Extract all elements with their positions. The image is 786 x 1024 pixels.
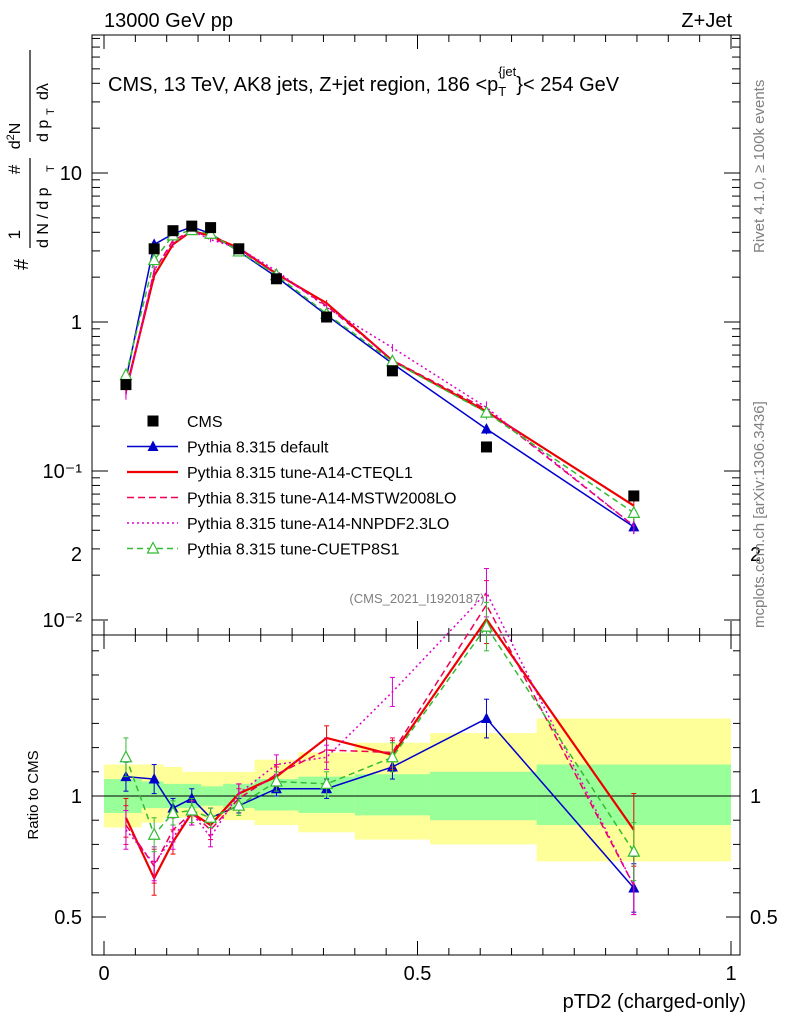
ratio-y-tick-label-right: 1 (750, 786, 761, 808)
x-tick-label: 0 (98, 963, 109, 985)
ratio-y-tick-label: 1 (71, 786, 82, 808)
main-y-tick-label: 10⁻² (43, 610, 83, 632)
plot-title-sup: {jet (498, 64, 516, 79)
ratio-line-series-3 (125, 591, 635, 886)
ratio-y-tick-label-right: 0.5 (750, 907, 778, 929)
ratio-marker-series-0 (148, 773, 160, 784)
ratio-y-axis-label: Ratio to CMS (25, 750, 42, 839)
cms-data-point (628, 490, 640, 502)
main-marker-series-4 (479, 405, 493, 418)
ratio-y-tick-label: 0.5 (54, 907, 82, 929)
legend-swatch-marker (146, 541, 160, 554)
ratio-y-tick-label: 2 (71, 544, 82, 566)
ratio-marker-series-4 (204, 810, 218, 823)
svg-text:# 1 # d2N: # 1 # d2N (3, 123, 33, 270)
svg-text:d p: d p (35, 120, 52, 142)
cms-data-point (321, 311, 333, 323)
cms-data-point (270, 273, 282, 285)
cms-data-point (480, 441, 492, 453)
ratio-marker-series-4 (320, 776, 334, 790)
cms-data-point (205, 222, 217, 234)
legend-swatch-cms (147, 415, 159, 427)
plot-title-pre: CMS, 13 TeV, AK8 jets, Z+jet region, 186… (108, 74, 498, 96)
ratio-marker-series-0 (186, 792, 198, 803)
cms-data-point (148, 243, 160, 255)
main-y-tick-label: 1 (71, 312, 82, 334)
mcplots-label: mcplots.cern.ch [arXiv:1306.3436] (751, 401, 768, 628)
x-tick-label: 0.5 (404, 963, 432, 985)
legend-label: Pythia 8.315 tune-A14-NNPDF2.3LO (187, 516, 449, 533)
cms-data-point (120, 379, 132, 391)
cms-data-point (167, 225, 179, 237)
main-marker-series-4 (147, 252, 161, 266)
header-right: Z+Jet (681, 10, 732, 32)
main-y-tick-label: 10 (60, 163, 82, 185)
legend-swatch-marker (147, 440, 159, 451)
ratio-line-series-2 (125, 603, 635, 886)
x-axis-label: pTD2 (charged-only) (563, 991, 746, 1013)
ratio-marker-series-4 (232, 798, 246, 811)
cms-data-point (186, 220, 198, 232)
legend-label: Pythia 8.315 tune-A14-CTEQL1 (187, 465, 413, 482)
ratio-marker-series-4 (269, 774, 283, 787)
ratio-plot-frame (91, 634, 741, 956)
main-y-axis-label: # 1 # d2N d N / d p T d p T dλ (3, 50, 57, 270)
legend-label: Pythia 8.315 tune-CUETP8S1 (187, 542, 400, 559)
ratio-marker-series-4 (147, 827, 161, 840)
cms-data-point (386, 365, 398, 377)
main-y-tick-label: 10⁻¹ (43, 461, 83, 483)
svg-text:dλ: dλ (35, 83, 52, 100)
ratio-marker-series-4 (385, 749, 399, 763)
ratio-marker-series-0 (480, 712, 492, 724)
plot-title-sub: T (498, 84, 506, 99)
legend-label-cms: CMS (187, 414, 223, 431)
svg-text:T: T (45, 108, 57, 115)
ratio-marker-series-4 (627, 844, 641, 857)
ratio-y-tick-label-right: 2 (750, 544, 761, 566)
legend: CMS Pythia 8.315 default Pythia 8.315 tune… (127, 414, 456, 559)
rivet-label: Rivet 4.1.0, ≥ 100k events (751, 80, 768, 253)
main-marker-series-0 (480, 422, 492, 434)
ratio-marker-series-4 (479, 619, 493, 632)
svg-text:T: T (45, 165, 57, 172)
ratio-uncertainty-bands (104, 718, 731, 862)
ratio-marker-series-4 (166, 805, 180, 819)
legend-label: Pythia 8.315 tune-A14-MSTW2008LO (187, 491, 456, 508)
main-series (119, 220, 641, 535)
ratio-marker-series-4 (119, 749, 133, 763)
ratio-marker-series-4 (185, 803, 199, 816)
cms-data-point (233, 243, 245, 255)
svg-text:d N / d p: d N / d p (35, 187, 52, 248)
legend-label: Pythia 8.315 default (187, 440, 329, 457)
axes: 0 0.5 1 10⁻² 10⁻¹ 1 10 0.5 0.5 1 1 2 2 (43, 35, 778, 985)
band-inner (141, 781, 164, 809)
x-tick-label: 1 (725, 963, 736, 985)
main-marker-series-4 (627, 505, 641, 518)
band-inner (354, 774, 431, 816)
header-left: 13000 GeV pp (104, 10, 233, 32)
ratio-series (119, 568, 641, 916)
plot-title-post: }< 254 GeV (516, 74, 620, 96)
analysis-id-watermark: (CMS_2021_I1920187) (349, 591, 484, 606)
plot-title: CMS, 13 TeV, AK8 jets, Z+jet region, 186… (108, 64, 620, 99)
